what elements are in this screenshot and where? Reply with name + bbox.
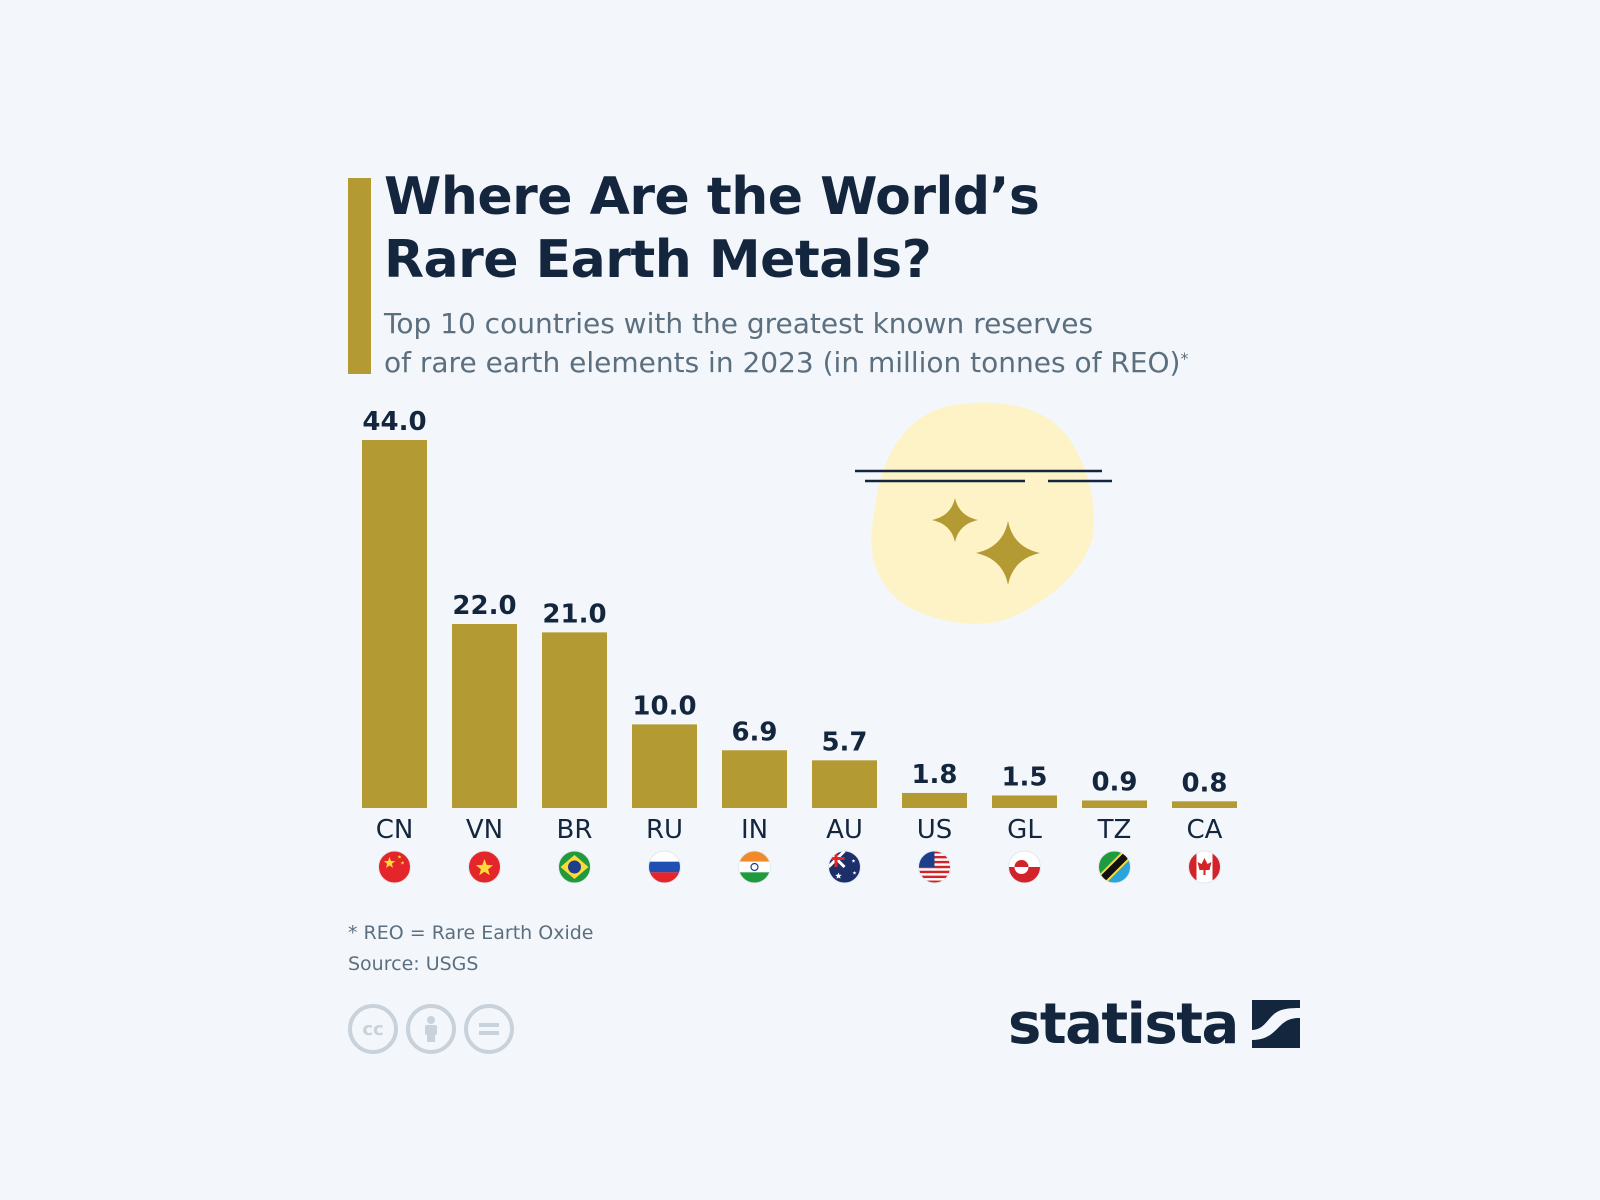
flags-group [378, 850, 1221, 884]
category-label-us: US [917, 815, 953, 845]
bars-group [362, 440, 1237, 808]
title-line-1: Where Are the World’s [384, 167, 1040, 227]
flag-greenland-icon [1008, 850, 1041, 884]
flag-canada-icon [1188, 850, 1221, 884]
sparkle-small-icon [932, 498, 978, 542]
statista-logo-icon [1251, 1000, 1300, 1048]
bar-cn [362, 440, 427, 808]
page-title: Where Are the World’s Rare Earth Metals? [384, 166, 1284, 292]
cc-icon[interactable]: cc [348, 1004, 398, 1054]
flag-india-icon [738, 850, 771, 884]
value-label-ca: 0.8 [1181, 768, 1227, 798]
bar-au [812, 760, 877, 808]
category-labels-group: CN VN BR RU IN AU US GL TZ CA [376, 815, 1223, 845]
bar-tz [1082, 800, 1147, 808]
category-label-ru: RU [646, 815, 683, 845]
value-label-cn: 44.0 [362, 407, 426, 437]
value-label-gl: 1.5 [1001, 762, 1047, 792]
value-label-us: 1.8 [911, 760, 957, 790]
subtitle-line-2: of rare earth elements in 2023 (in milli… [384, 346, 1181, 379]
reo-note: * REO = Rare Earth Oxide [348, 922, 594, 944]
category-label-vn: VN [466, 815, 503, 845]
subtitle-line-2-wrap: of rare earth elements in 2023 (in milli… [384, 343, 1284, 382]
footnotes: * REO = Rare Earth Oxide Source: USGS [348, 918, 593, 980]
bar-ca [1172, 801, 1237, 808]
attribution-icon[interactable] [406, 1004, 456, 1054]
value-labels-group: 44.0 22.0 21.0 10.0 6.9 5.7 1.8 1.5 0.9 0.8 [362, 407, 1227, 798]
flag-china-icon [378, 850, 411, 884]
license-icons: cc [348, 1004, 514, 1054]
value-label-ru: 10.0 [632, 691, 696, 721]
flag-russia-icon [648, 850, 681, 884]
no-derivatives-icon[interactable] [464, 1004, 514, 1054]
category-label-br: BR [557, 815, 593, 845]
bar-in [722, 750, 787, 808]
statista-logo[interactable]: statista [1008, 991, 1300, 1057]
category-label-cn: CN [376, 815, 414, 845]
source-note: Source: USGS [348, 953, 479, 975]
flag-australia-icon [828, 850, 861, 884]
value-label-tz: 0.9 [1091, 767, 1137, 797]
category-label-tz: TZ [1097, 815, 1132, 845]
value-label-br: 21.0 [542, 599, 606, 629]
title-line-2: Rare Earth Metals? [384, 230, 932, 290]
flag-brazil-icon [558, 850, 591, 884]
sparkle-illustration [855, 402, 1112, 624]
subtitle-footnote-mark: * [1180, 349, 1189, 368]
bar-us [902, 792, 967, 808]
sparkle-large-icon [976, 521, 1040, 585]
flag-tanzania-icon [1098, 850, 1131, 884]
bar-ru [632, 724, 697, 808]
flag-usa-icon [918, 850, 951, 884]
bar-br [542, 632, 607, 808]
category-label-au: AU [826, 815, 863, 845]
subtitle-line-1: Top 10 countries with the greatest known… [384, 307, 1094, 340]
category-label-in: IN [741, 815, 768, 845]
subtitle: Top 10 countries with the greatest known… [384, 304, 1284, 382]
flag-vietnam-icon [468, 850, 501, 884]
bar-vn [452, 624, 517, 808]
value-label-in: 6.9 [731, 717, 777, 747]
bar-gl [992, 795, 1057, 808]
title-accent-bar [348, 178, 371, 374]
category-label-ca: CA [1187, 815, 1223, 845]
statista-wordmark: statista [1008, 991, 1239, 1057]
value-label-vn: 22.0 [452, 591, 516, 621]
category-label-gl: GL [1007, 815, 1042, 845]
value-label-au: 5.7 [821, 727, 867, 757]
illustration-blob [871, 402, 1094, 624]
